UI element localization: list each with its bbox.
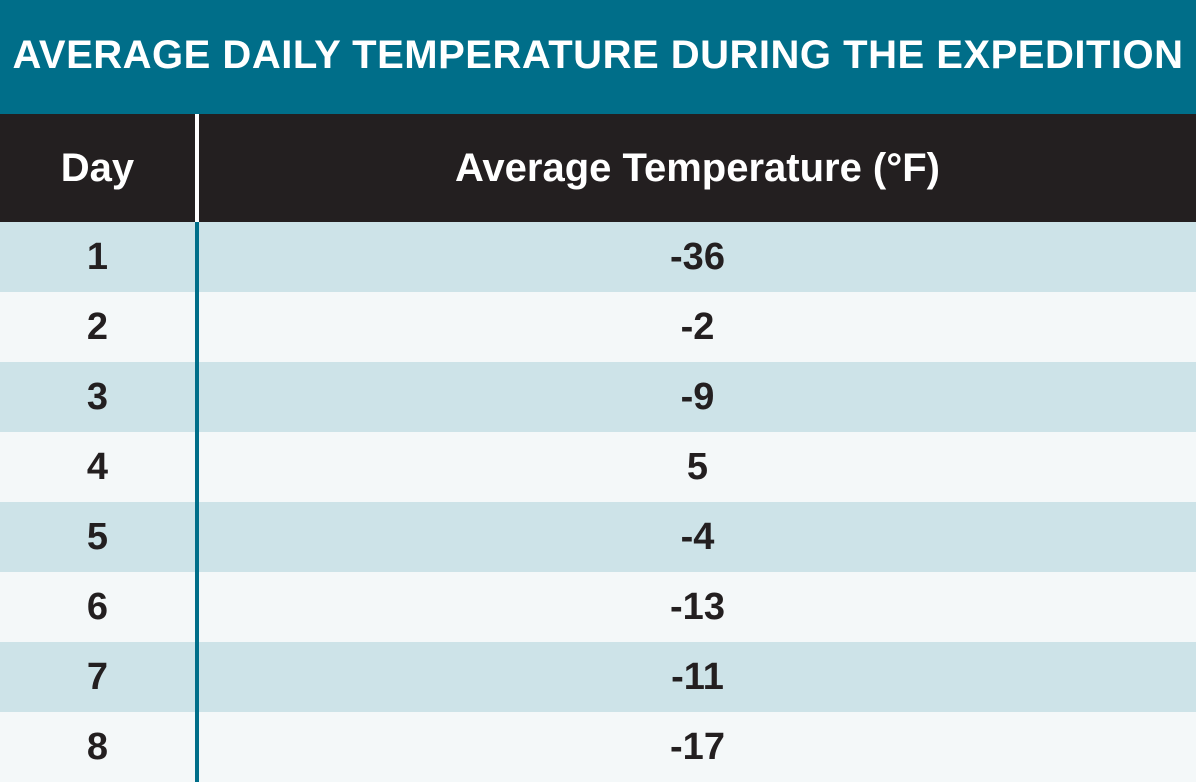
cell-temperature: -11: [671, 655, 724, 698]
cell-temperature: -13: [670, 585, 725, 628]
cell-day: 4: [86, 445, 109, 488]
cell-temperature: -4: [680, 515, 715, 558]
cell-temperature: -2: [680, 305, 715, 348]
table-row: 8 -17: [0, 712, 1196, 782]
cell-temperature: 5: [686, 445, 709, 488]
cell-day: 3: [86, 375, 109, 418]
table-row: 6 -13: [0, 572, 1196, 642]
cell-day: 2: [86, 305, 109, 348]
table-row: 3 -9: [0, 362, 1196, 432]
cell-temperature: -36: [670, 235, 725, 278]
cell-day: 6: [86, 585, 109, 628]
cell-day: 7: [86, 655, 109, 698]
cell-temperature: -17: [670, 725, 725, 768]
header-column-divider: [195, 114, 199, 222]
table-row: 5 -4: [0, 502, 1196, 572]
cell-day: 1: [86, 235, 109, 278]
column-header-temperature: Average Temperature (°F): [454, 145, 941, 190]
table-body: 1 -36 2 -2 3 -9 4 5 5 -4 6 -13 7 -11 8 -17: [0, 222, 1196, 782]
table-row: 2 -2: [0, 292, 1196, 362]
table-header-row: Day Average Temperature (°F): [0, 114, 1196, 222]
table-row: 7 -11: [0, 642, 1196, 712]
cell-temperature: -9: [680, 375, 715, 418]
table-row: 1 -36: [0, 222, 1196, 292]
table-title-bar: AVERAGE DAILY TEMPERATURE DURING THE EXP…: [0, 0, 1196, 114]
body-column-divider: [195, 222, 199, 782]
column-header-day: Day: [60, 145, 135, 190]
cell-day: 5: [86, 515, 109, 558]
cell-day: 8: [86, 725, 109, 768]
table-title: AVERAGE DAILY TEMPERATURE DURING THE EXP…: [12, 32, 1184, 77]
